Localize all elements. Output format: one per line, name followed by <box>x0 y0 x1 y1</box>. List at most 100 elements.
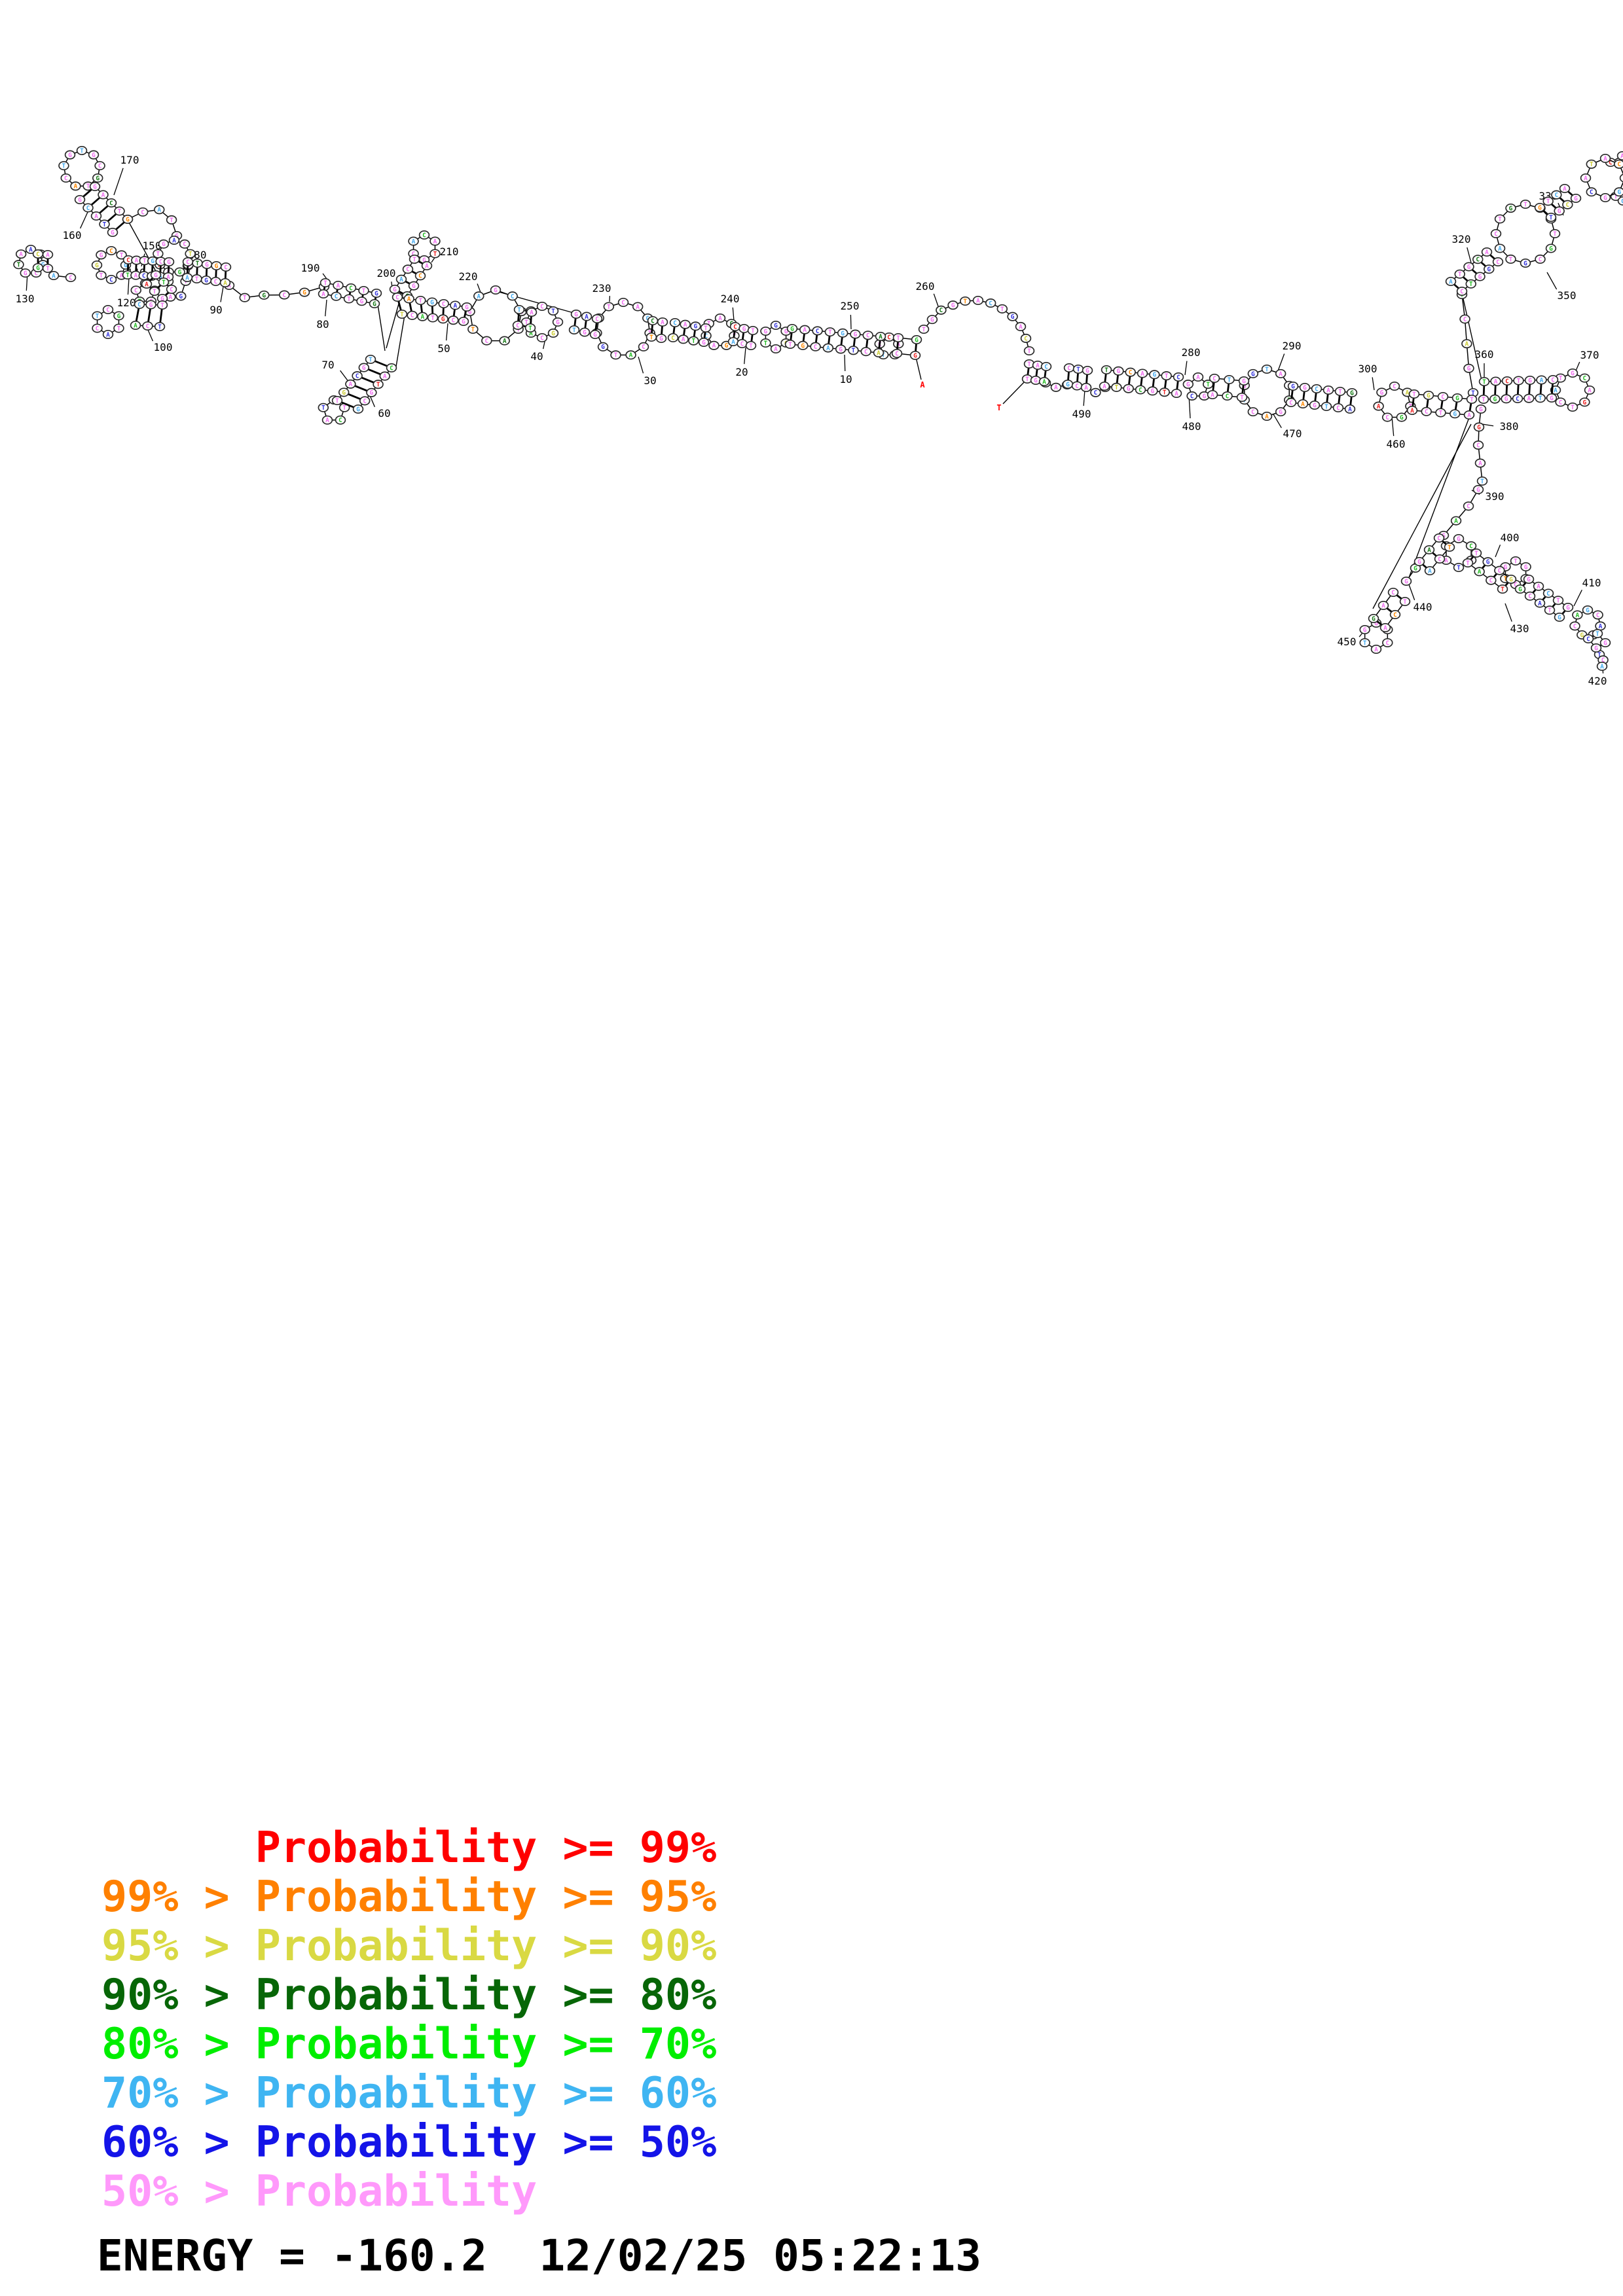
svg-text:A: A <box>227 282 231 289</box>
svg-text:A: A <box>1465 341 1469 348</box>
svg-text:G: G <box>1603 639 1607 647</box>
svg-text:A: A <box>1600 663 1604 670</box>
svg-text:C: C <box>1226 393 1230 400</box>
svg-text:G: G <box>78 196 82 204</box>
svg-text:G: G <box>930 317 934 324</box>
legend-item: 95% > Probability >= 90% <box>101 1922 717 1971</box>
position-label: 160 <box>63 229 82 242</box>
svg-text:C: C <box>1565 202 1569 209</box>
svg-text:C: C <box>1336 404 1340 412</box>
svg-text:C: C <box>109 247 113 255</box>
svg-text:A: A <box>826 345 830 352</box>
svg-text:A: A <box>1036 362 1040 369</box>
svg-text:T: T <box>1025 376 1029 383</box>
position-label: 350 <box>1558 289 1577 302</box>
svg-text:C: C <box>395 294 399 301</box>
svg-text:T: T <box>704 325 708 332</box>
svg-text:A: A <box>1410 407 1414 414</box>
svg-text:A: A <box>1374 646 1378 653</box>
svg-text:A: A <box>1140 370 1144 378</box>
svg-text:G: G <box>1116 368 1120 375</box>
svg-text:G: G <box>441 316 445 323</box>
svg-text:A: A <box>1042 378 1046 386</box>
svg-text:C: C <box>1075 383 1079 390</box>
svg-text:G: G <box>373 300 376 308</box>
svg-text:A: A <box>94 213 98 220</box>
svg-text:T: T <box>1448 544 1451 551</box>
legend-item: 80% > Probability >= 70% <box>101 2020 717 2069</box>
svg-text:T: T <box>614 352 618 359</box>
position-label: 470 <box>1283 427 1302 440</box>
svg-text:T: T <box>243 295 247 302</box>
svg-text:C: C <box>1551 376 1555 384</box>
svg-text:C: C <box>1496 259 1500 266</box>
svg-text:T: T <box>1546 198 1550 206</box>
svg-text:A: A <box>1467 412 1471 419</box>
svg-text:C: C <box>1190 393 1194 400</box>
svg-text:A: A <box>1538 600 1542 607</box>
svg-text:G: G <box>659 335 663 342</box>
svg-text:G: G <box>915 336 919 344</box>
svg-text:G: G <box>149 302 153 309</box>
svg-text:C: C <box>183 241 187 248</box>
svg-text:A: A <box>774 346 778 353</box>
svg-text:A: A <box>803 327 807 334</box>
svg-text:C: C <box>98 163 102 170</box>
position-label: 360 <box>1475 348 1494 361</box>
svg-text:T: T <box>1548 607 1552 615</box>
svg-text:T: T <box>80 147 84 154</box>
position-label: 10 <box>839 373 852 386</box>
svg-text:C: C <box>740 340 744 348</box>
svg-text:G: G <box>593 331 597 338</box>
svg-text:C: C <box>1497 567 1501 575</box>
svg-text:C: C <box>1583 375 1587 382</box>
svg-text:G: G <box>702 339 706 346</box>
svg-text:T: T <box>1027 348 1031 355</box>
svg-text:A: A <box>120 272 124 279</box>
svg-text:A: A <box>420 314 424 321</box>
svg-text:T: T <box>369 356 373 363</box>
svg-text:G: G <box>801 342 805 350</box>
svg-text:G: G <box>360 298 364 306</box>
svg-text:T: T <box>143 258 147 265</box>
svg-text:C: C <box>1476 257 1480 264</box>
svg-text:T: T <box>749 342 753 350</box>
svg-text:G: G <box>1152 372 1156 379</box>
position-label: 390 <box>1486 490 1504 503</box>
svg-text:T: T <box>170 217 173 224</box>
svg-text:C: C <box>1129 369 1133 376</box>
svg-text:T: T <box>517 306 521 314</box>
probability-legend: Probability >= 99% 99% > Probability >= … <box>101 1823 716 2216</box>
svg-text:T: T <box>1338 388 1342 395</box>
svg-text:G: G <box>693 323 697 331</box>
svg-text:G: G <box>1085 367 1089 374</box>
svg-text:T: T <box>1412 391 1416 398</box>
svg-text:T: T <box>1458 271 1462 278</box>
svg-text:A: A <box>636 304 640 311</box>
svg-text:C: C <box>109 276 113 283</box>
svg-text:C: C <box>1463 316 1467 323</box>
svg-text:C: C <box>1024 335 1028 342</box>
svg-text:T: T <box>691 338 695 345</box>
svg-text:T: T <box>1553 230 1557 238</box>
svg-text:G: G <box>468 308 472 315</box>
svg-text:T: T <box>1470 396 1474 403</box>
svg-text:A: A <box>145 281 149 288</box>
svg-text:C: C <box>1601 657 1605 664</box>
svg-text:G: G <box>151 258 155 265</box>
svg-text:T: T <box>828 329 832 336</box>
svg-text:C: C <box>363 398 367 405</box>
svg-text:A: A <box>337 282 340 289</box>
svg-text:G: G <box>1477 424 1481 431</box>
energy-line: ENERGY = -160.2 12/02/25 05:22:13 <box>97 2231 982 2281</box>
svg-text:C: C <box>282 292 286 299</box>
svg-text:G: G <box>179 293 183 300</box>
svg-text:C: C <box>1460 288 1464 295</box>
svg-text:C: C <box>516 322 520 329</box>
svg-text:C: C <box>349 285 353 292</box>
svg-text:C: C <box>1546 590 1550 598</box>
svg-text:T: T <box>347 296 351 303</box>
position-label: 380 <box>1500 420 1519 433</box>
svg-text:G: G <box>124 262 128 269</box>
svg-text:G: G <box>215 262 219 270</box>
